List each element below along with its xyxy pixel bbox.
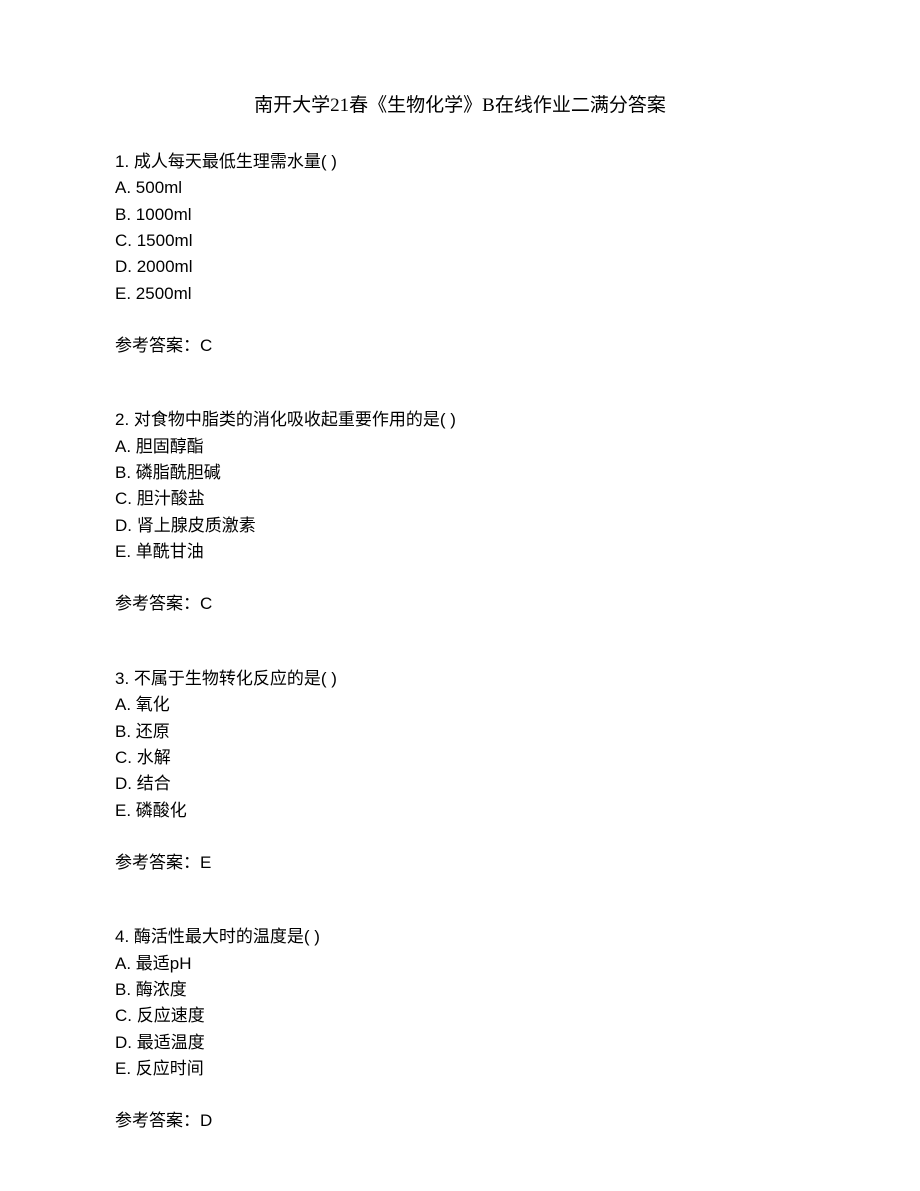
question-text: 4. 酶活性最大时的温度是( ) [115, 924, 805, 950]
answer: 参考答案：C [115, 333, 805, 359]
question-number: 2. [115, 410, 129, 429]
question-block: 2. 对食物中脂类的消化吸收起重要作用的是( ) A. 胆固醇酯 B. 磷脂酰胆… [115, 407, 805, 617]
option-d: D. 结合 [115, 771, 805, 797]
option-d: D. 2000ml [115, 254, 805, 280]
answer: 参考答案：E [115, 850, 805, 876]
question-number: 3. [115, 669, 129, 688]
option-c: C. 1500ml [115, 228, 805, 254]
option-e: E. 反应时间 [115, 1056, 805, 1082]
question-number: 4. [115, 927, 129, 946]
answer: 参考答案：D [115, 1108, 805, 1134]
option-b: B. 1000ml [115, 202, 805, 228]
option-a: A. 胆固醇酯 [115, 434, 805, 460]
question-block: 1. 成人每天最低生理需水量( ) A. 500ml B. 1000ml C. … [115, 149, 805, 359]
option-c: C. 反应速度 [115, 1003, 805, 1029]
option-e: E. 2500ml [115, 281, 805, 307]
answer: 参考答案：C [115, 591, 805, 617]
question-number: 1. [115, 152, 129, 171]
question-stem: 酶活性最大时的温度是( ) [134, 927, 320, 946]
option-b: B. 还原 [115, 719, 805, 745]
question-block: 4. 酶活性最大时的温度是( ) A. 最适pH B. 酶浓度 C. 反应速度 … [115, 924, 805, 1134]
option-d: D. 肾上腺皮质激素 [115, 513, 805, 539]
option-a: A. 500ml [115, 175, 805, 201]
option-e: E. 单酰甘油 [115, 539, 805, 565]
option-b: B. 酶浓度 [115, 977, 805, 1003]
option-b: B. 磷脂酰胆碱 [115, 460, 805, 486]
option-c: C. 水解 [115, 745, 805, 771]
question-stem: 对食物中脂类的消化吸收起重要作用的是( ) [134, 410, 456, 429]
question-block: 3. 不属于生物转化反应的是( ) A. 氧化 B. 还原 C. 水解 D. 结… [115, 666, 805, 876]
option-c: C. 胆汁酸盐 [115, 486, 805, 512]
question-text: 3. 不属于生物转化反应的是( ) [115, 666, 805, 692]
option-d: D. 最适温度 [115, 1030, 805, 1056]
question-text: 2. 对食物中脂类的消化吸收起重要作用的是( ) [115, 407, 805, 433]
question-text: 1. 成人每天最低生理需水量( ) [115, 149, 805, 175]
option-a: A. 最适pH [115, 951, 805, 977]
question-stem: 成人每天最低生理需水量( ) [134, 152, 337, 171]
option-a: A. 氧化 [115, 692, 805, 718]
option-e: E. 磷酸化 [115, 798, 805, 824]
question-stem: 不属于生物转化反应的是( ) [134, 669, 337, 688]
page-title: 南开大学21春《生物化学》B在线作业二满分答案 [115, 90, 805, 117]
